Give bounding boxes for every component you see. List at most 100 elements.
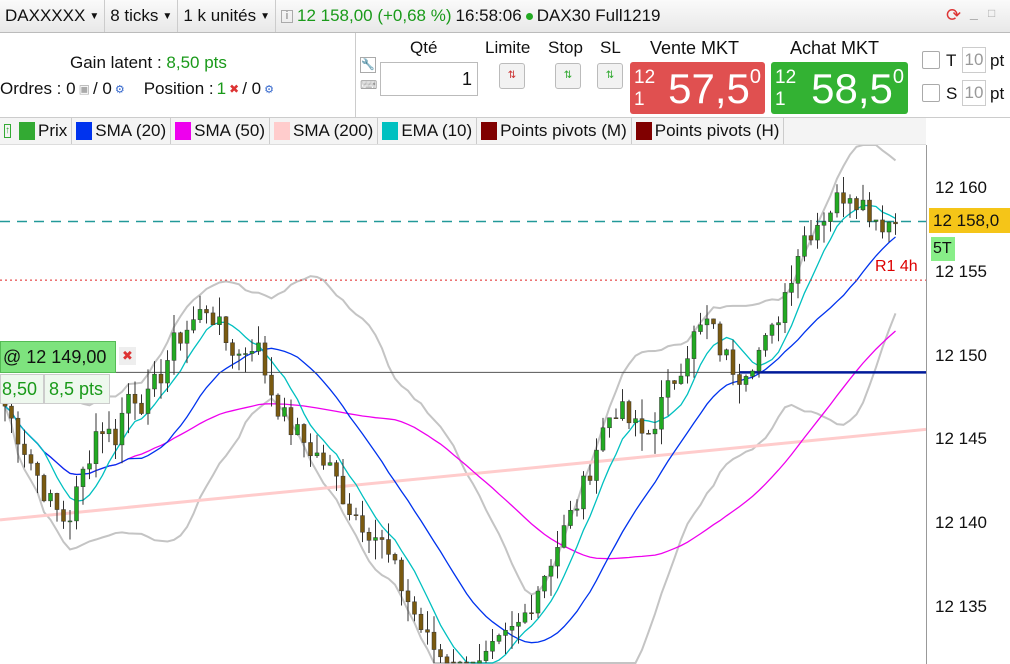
wrench-icon[interactable]: 🔧 bbox=[360, 57, 376, 73]
candle bbox=[74, 486, 79, 522]
legend-label: EMA (10) bbox=[401, 121, 473, 140]
color-swatch bbox=[175, 122, 192, 140]
y-tick: 12 145 bbox=[935, 429, 987, 449]
candle bbox=[54, 493, 60, 510]
candle bbox=[80, 468, 86, 487]
candle bbox=[230, 342, 235, 356]
legend-item[interactable]: SMA (50) bbox=[171, 118, 270, 144]
legend-item[interactable]: Prix bbox=[15, 118, 73, 144]
position-label: Position : bbox=[143, 79, 214, 98]
price-chart[interactable] bbox=[0, 145, 926, 664]
candle bbox=[737, 374, 742, 385]
candle bbox=[509, 626, 515, 631]
candle bbox=[756, 349, 762, 372]
candle bbox=[171, 332, 177, 361]
candle bbox=[347, 503, 352, 515]
candle bbox=[542, 575, 547, 592]
units-select[interactable]: 1 k unités ▼ bbox=[178, 0, 276, 32]
legend-item[interactable]: EMA (10) bbox=[378, 118, 478, 144]
candle bbox=[223, 316, 229, 343]
candle bbox=[145, 388, 151, 414]
candle bbox=[828, 212, 833, 222]
candle bbox=[405, 590, 411, 603]
candle bbox=[197, 309, 203, 320]
close-orders-icon[interactable]: ▣ bbox=[78, 82, 90, 96]
candle bbox=[269, 374, 274, 396]
info-icon[interactable]: i bbox=[280, 9, 293, 23]
candle bbox=[28, 454, 34, 464]
minimize-icon[interactable]: _ bbox=[970, 4, 978, 20]
legend-label: SMA (20) bbox=[95, 121, 167, 140]
candle bbox=[477, 660, 482, 664]
top-toolbar: DAXXXXX ▼ 8 ticks ▼ 1 k unités ▼ i 12 158,0… bbox=[0, 0, 1010, 33]
indicator-legend: ↑ Prix SMA (20) SMA (50) SMA (200) EMA (10) P… bbox=[0, 118, 926, 145]
candle bbox=[106, 428, 112, 435]
candle bbox=[834, 192, 840, 214]
collapse-icon[interactable]: ↑ bbox=[4, 124, 11, 138]
position-gain: 8,50 bbox=[0, 374, 44, 404]
units-label: 1 k unités bbox=[183, 6, 257, 25]
sma200-line bbox=[0, 427, 926, 522]
stop-order-button[interactable]: ⇅ bbox=[555, 63, 581, 89]
legend-label: SMA (200) bbox=[293, 121, 374, 140]
candle bbox=[535, 590, 541, 614]
candle bbox=[795, 256, 801, 284]
legend-item[interactable]: SMA (200) bbox=[270, 118, 379, 144]
legend-item[interactable]: Points pivots (H) bbox=[632, 118, 785, 144]
s-input[interactable]: 10 bbox=[962, 80, 986, 106]
candle bbox=[730, 349, 736, 375]
sl-order-button[interactable]: ⇅ bbox=[597, 63, 623, 89]
y-tick: 12 150 bbox=[935, 345, 987, 365]
t-input[interactable]: 10 bbox=[962, 47, 986, 73]
close-position-icon[interactable]: ✖ bbox=[229, 82, 240, 96]
candle bbox=[275, 394, 281, 417]
candle bbox=[438, 649, 443, 658]
buy-label: Achat MKT bbox=[790, 38, 880, 58]
candle bbox=[483, 650, 489, 661]
gear-icon[interactable]: ⚙ bbox=[264, 83, 274, 96]
sell-market-button[interactable]: 12 1 57,5 0 bbox=[630, 62, 765, 114]
candle bbox=[184, 329, 190, 344]
candle bbox=[613, 417, 619, 419]
candle bbox=[717, 323, 723, 356]
candle bbox=[236, 353, 242, 356]
candle bbox=[672, 380, 677, 384]
candle bbox=[431, 631, 437, 650]
candle bbox=[860, 199, 866, 211]
candle bbox=[249, 351, 255, 354]
candle bbox=[561, 525, 567, 548]
candle bbox=[22, 443, 27, 455]
legend-label: SMA (50) bbox=[194, 121, 265, 140]
instrument-select[interactable]: DAXXXXX ▼ bbox=[0, 0, 106, 32]
qty-input[interactable]: 1 bbox=[380, 62, 478, 96]
legend-item[interactable]: Points pivots (M) bbox=[477, 118, 632, 144]
legend-item[interactable]: SMA (20) bbox=[72, 118, 172, 144]
candle bbox=[763, 335, 768, 351]
limit-order-button[interactable]: ⇅ bbox=[499, 63, 525, 89]
candle bbox=[685, 358, 690, 377]
maximize-icon[interactable]: □ bbox=[988, 6, 996, 20]
gear-icon[interactable]: ⚙ bbox=[114, 83, 125, 96]
keyboard-icon[interactable]: ⌨ bbox=[360, 78, 378, 92]
buy-price-sup: 0 bbox=[892, 66, 904, 88]
candle bbox=[568, 509, 573, 526]
t-checkbox[interactable] bbox=[922, 51, 940, 69]
color-swatch bbox=[76, 122, 93, 140]
position-tag[interactable]: @ 12 149,00 bbox=[0, 341, 116, 373]
candle bbox=[867, 199, 872, 222]
candle bbox=[119, 412, 125, 446]
candle bbox=[529, 612, 534, 615]
refresh-icon[interactable]: ⟳ bbox=[946, 5, 962, 25]
ticks-select[interactable]: 8 ticks ▼ bbox=[105, 0, 179, 32]
buy-market-button[interactable]: 12 1 58,5 0 bbox=[771, 62, 908, 114]
candle bbox=[893, 221, 898, 225]
color-swatch bbox=[382, 122, 399, 140]
candle bbox=[691, 331, 697, 359]
color-swatch bbox=[274, 122, 290, 140]
candle bbox=[782, 292, 788, 323]
s-checkbox[interactable] bbox=[922, 84, 940, 102]
ema10-line bbox=[4, 204, 896, 664]
candle bbox=[873, 219, 879, 222]
candle bbox=[516, 621, 521, 627]
close-position-icon[interactable]: ✖ bbox=[119, 347, 136, 365]
